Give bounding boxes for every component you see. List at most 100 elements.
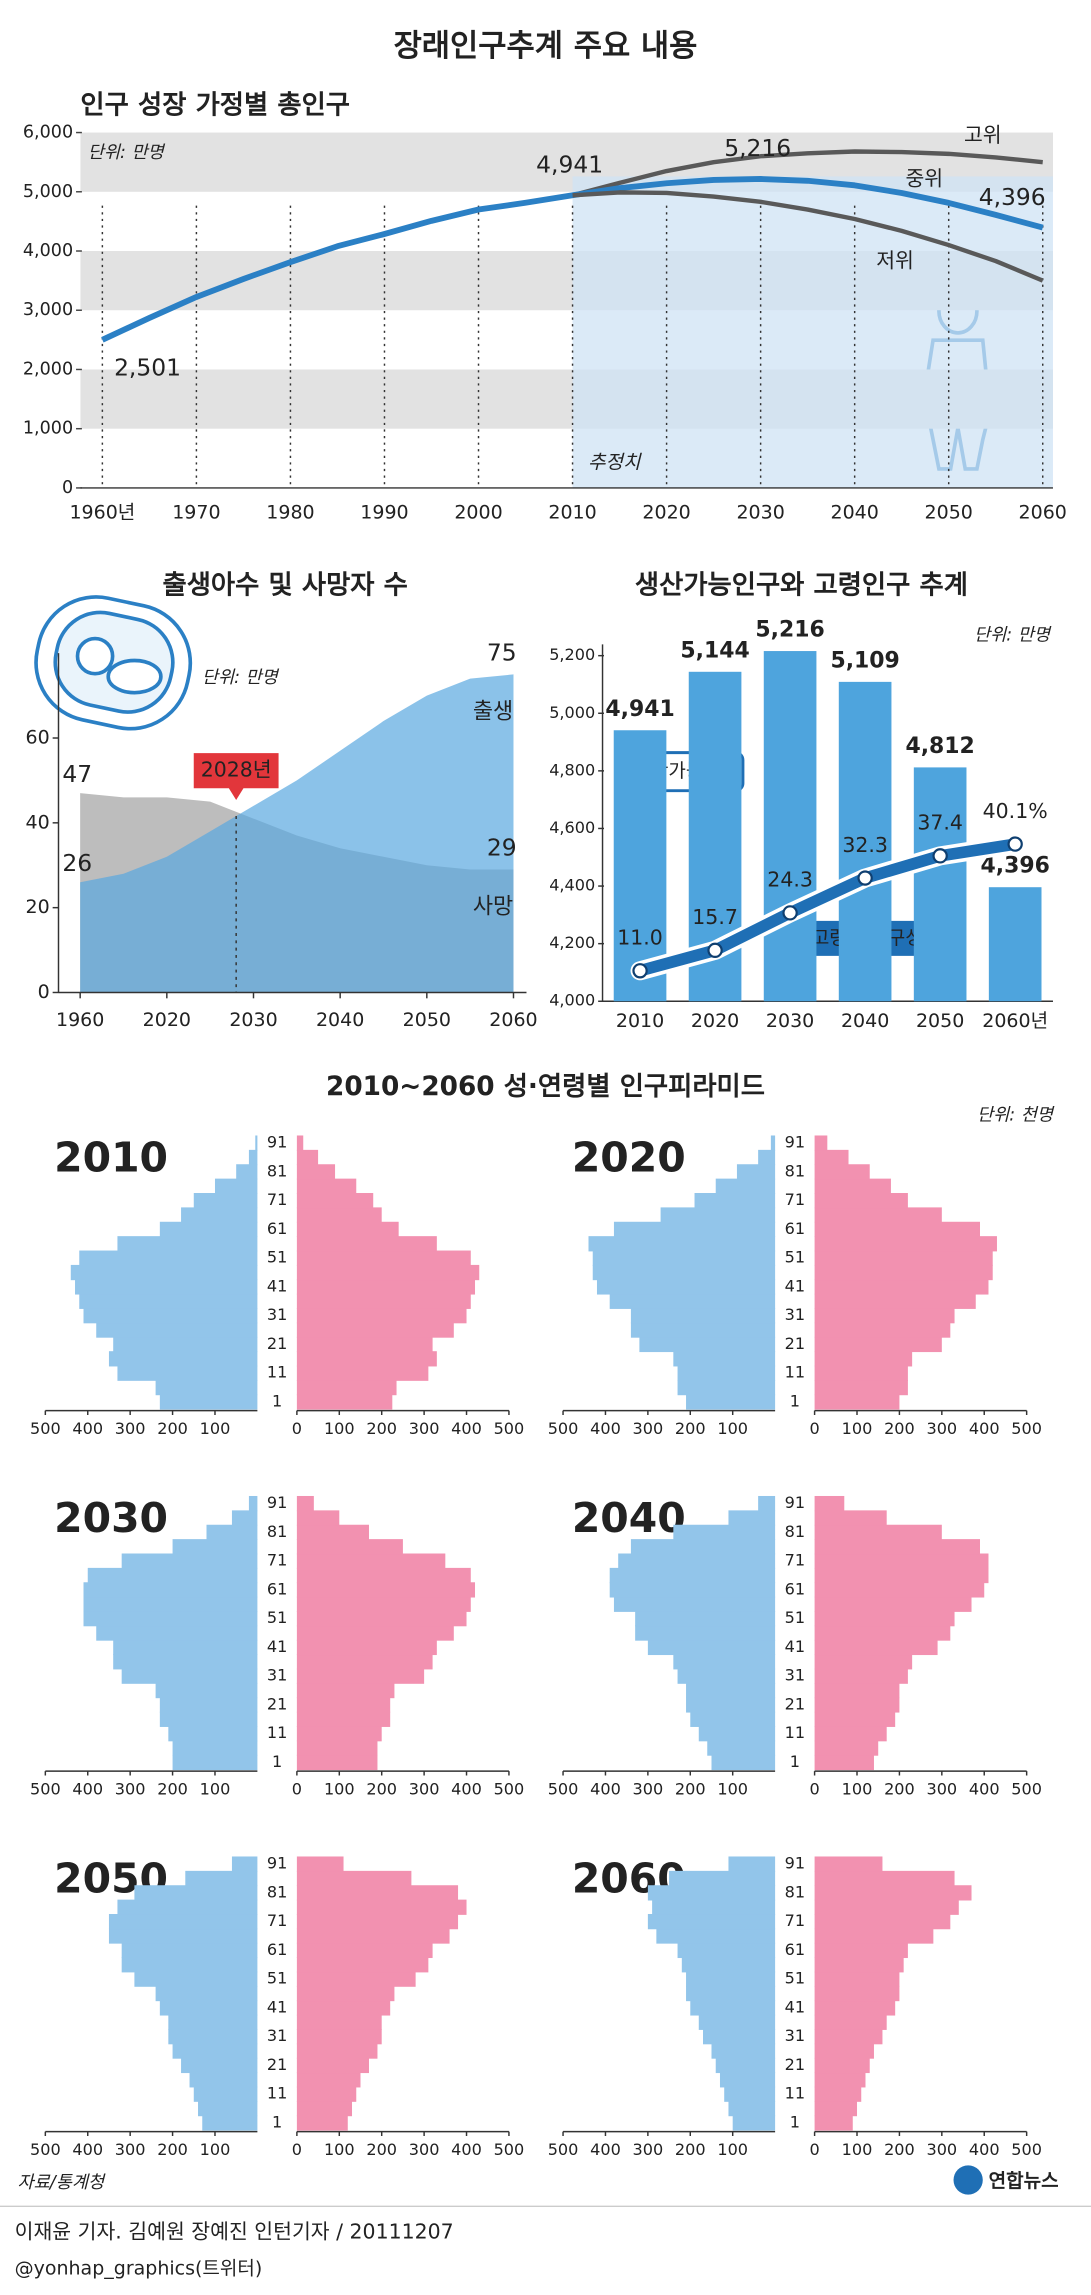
pyramid-bar	[134, 1885, 258, 1901]
age-label: 1	[272, 2112, 282, 2131]
x-tick-label: 200	[675, 2140, 706, 2159]
x-tick-label: 1970	[172, 501, 220, 523]
pyramid-bar	[296, 1697, 391, 1713]
pyramid-bar	[647, 1639, 776, 1656]
age-label: 61	[267, 1219, 287, 1238]
x-tick-label: 100	[200, 1780, 231, 1799]
pyramid-bar	[172, 1539, 258, 1555]
pyramid-bar	[296, 1957, 429, 1973]
age-label: 31	[267, 1305, 287, 1324]
x-tick-label: 0	[292, 2140, 302, 2159]
pyramid-bar	[296, 1308, 467, 1324]
pyramid-bar	[108, 1914, 258, 1930]
pyramid-bar	[296, 1379, 397, 1396]
pyramid-bar	[172, 1754, 258, 1771]
pyramid-bar	[117, 1899, 258, 1915]
age-label: 11	[267, 1723, 287, 1742]
chart-title: 인구 성장 가정별 총인구	[80, 91, 350, 121]
pyramid-bar	[193, 2086, 258, 2102]
age-label: 41	[267, 1997, 287, 2016]
pyramid-bar	[814, 1856, 883, 1872]
pyramid-bar	[814, 1553, 989, 1569]
pyramid-bar	[168, 1726, 258, 1742]
pyramid-bar	[296, 2072, 361, 2088]
x-tick-label: 200	[675, 1780, 706, 1799]
y-tick-label: 4,600	[549, 818, 595, 837]
pyramid-bar	[117, 1365, 258, 1381]
bar	[988, 887, 1042, 1002]
pyramid-bar	[814, 1178, 891, 1194]
pyramid-bar	[814, 1510, 887, 1526]
pyramid-bar	[635, 1625, 776, 1641]
age-label: 11	[267, 2084, 287, 2103]
twitter: @yonhap_graphics(트위터)	[15, 2258, 263, 2280]
x-tick-label: 200	[157, 1419, 188, 1438]
pyramid-bar	[296, 2029, 382, 2045]
pyramid-bar	[814, 1711, 896, 1727]
x-tick-label: 200	[884, 1780, 915, 1799]
y-tick-label: 2,000	[23, 359, 73, 379]
age-label: 21	[267, 1694, 287, 1713]
pyramid-bar	[155, 1985, 258, 2002]
age-label: 51	[267, 1248, 287, 1267]
y-tick-label: 20	[26, 896, 50, 918]
x-tick-label: 100	[200, 1419, 231, 1438]
chart-title: 출생아수 및 사망자 수	[163, 570, 408, 600]
value-label: 4,396	[979, 183, 1046, 211]
pyramid-bar	[609, 1293, 776, 1309]
pyramid-bar	[296, 1914, 459, 1930]
pyramid-bar	[686, 1971, 776, 1987]
pyramid-bar	[296, 1336, 433, 1353]
pyramid-bar	[96, 1625, 258, 1641]
pyramid-bar	[814, 1236, 997, 1252]
x-tick-label: 200	[366, 1419, 397, 1438]
x-tick-label: 2060	[489, 1009, 537, 1031]
pyramid-bar	[698, 2014, 776, 2030]
area	[80, 674, 514, 993]
pyramid-bar	[83, 1582, 258, 1598]
bar	[838, 681, 892, 1002]
pyramid-bar	[814, 1135, 828, 1151]
pyramid-bar	[814, 1957, 904, 1973]
value-label: 75	[487, 638, 517, 666]
pyramid-bar	[181, 2057, 258, 2074]
pyramid-bar	[296, 1524, 369, 1541]
x-tick-label: 100	[842, 2140, 873, 2159]
pyramid-bar	[296, 1985, 395, 2002]
pyramid-bar	[296, 1682, 395, 1699]
x-tick-label: 0	[292, 1419, 302, 1438]
x-tick-label: 400	[451, 1780, 482, 1799]
pyramid-bar	[296, 1711, 391, 1727]
age-label: 91	[785, 1133, 805, 1152]
pyramid-bar	[703, 2029, 776, 2045]
pyramid-bar	[732, 2115, 776, 2131]
value-label: 15.7	[692, 905, 738, 929]
age-label: 71	[785, 1911, 805, 1930]
age-label: 31	[785, 1305, 805, 1324]
x-tick-label: 100	[324, 2140, 355, 2159]
age-label: 91	[267, 1854, 287, 1873]
pyramid-year: 2030	[54, 1494, 168, 1542]
x-tick-label: 2040	[830, 501, 878, 523]
pyramid-bar	[296, 1221, 399, 1238]
pyramid-bar	[296, 1654, 433, 1670]
pyramid-bar	[814, 1726, 887, 1742]
value-label: 4,812	[905, 734, 974, 759]
x-tick-label: 100	[842, 1419, 873, 1438]
pyramid-bar	[814, 1668, 908, 1684]
pyramid-bar	[814, 1885, 972, 1901]
pyramid-bar	[296, 1942, 433, 1959]
x-tick-label: 2060	[1019, 501, 1067, 523]
pyramid-bar	[189, 2072, 258, 2088]
pyramid-bar	[296, 1164, 336, 1180]
y-tick-label: 60	[26, 727, 50, 749]
point	[1007, 836, 1023, 852]
age-label: 51	[785, 1969, 805, 1988]
x-tick-label: 300	[115, 1419, 146, 1438]
age-label: 51	[267, 1969, 287, 1988]
pyramid-bar	[677, 1365, 776, 1381]
pyramid-bar	[677, 1942, 776, 1959]
bar	[763, 651, 817, 1002]
pyramid-bar	[758, 1149, 776, 1166]
legend-label: 중위	[905, 166, 943, 190]
